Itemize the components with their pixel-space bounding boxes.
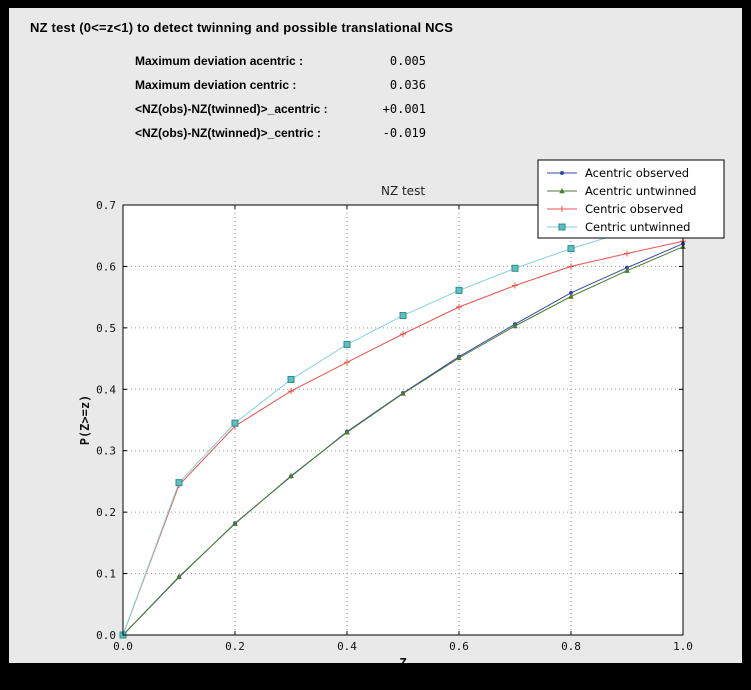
y-axis-label: P(Z>=z): [78, 395, 92, 446]
legend-item: Acentric untwinned: [547, 184, 696, 198]
page-title: NZ test (0<=z<1) to detect twinning and …: [30, 20, 454, 35]
nz-test-chart: 0.0 0.2 0.4 0.6 0.8 1.0 0.0 0.1 0.2 0.3 0.4 0.5 0.6 0…: [78, 159, 725, 663]
legend-item: Acentric observed: [547, 166, 689, 180]
stat-value-nz-diff-centric: -0.019: [382, 126, 426, 140]
legend-item: Centric untwinned: [547, 220, 690, 234]
legend-label: Centric observed: [585, 202, 683, 216]
x-tick-label: 0.4: [337, 640, 357, 653]
stat-label-nz-diff-centric: <NZ(obs)-NZ(twinned)>_centric :: [135, 126, 322, 140]
x-tick-label: 0.0: [113, 640, 133, 653]
plot-background: [123, 205, 683, 635]
y-tick-label: 0.2: [96, 506, 116, 519]
x-tick-label: 0.6: [449, 640, 469, 653]
legend-label: Centric untwinned: [585, 220, 690, 234]
x-axis-label: Z: [399, 656, 406, 663]
series-centric-untwinned: [119, 211, 687, 639]
x-tick-label: 1.0: [673, 640, 693, 653]
chart-title: NZ test: [381, 184, 425, 198]
plot-frame: [122, 204, 684, 636]
legend-label: Acentric untwinned: [585, 184, 696, 198]
y-tick-label: 0.1: [96, 568, 116, 581]
stat-label-max-dev-centric: Maximum deviation centric :: [135, 78, 297, 92]
x-tick-label: 0.8: [561, 640, 581, 653]
y-tick-label: 0.7: [96, 199, 116, 212]
legend-item: Centric observed: [547, 202, 683, 216]
y-tick-label: 0.3: [96, 445, 116, 458]
y-tick-label: 0.0: [96, 629, 116, 642]
legend-label: Acentric observed: [585, 166, 689, 180]
stat-label-max-dev-acentric: Maximum deviation acentric :: [135, 54, 304, 68]
y-tick-label: 0.4: [96, 383, 116, 396]
legend: Acentric observed Acentric untwinned Centr…: [537, 159, 725, 239]
stat-value-max-dev-centric: 0.036: [389, 78, 426, 92]
stat-label-nz-diff-acentric: <NZ(obs)-NZ(twinned)>_acentric :: [135, 102, 328, 116]
y-tick-label: 0.5: [96, 322, 116, 335]
stats-block: Maximum deviation acentric : 0.005 Maxim…: [135, 54, 426, 140]
stat-value-nz-diff-acentric: +0.001: [382, 102, 426, 116]
plot-window-panel: NZ test (0<=z<1) to detect twinning and …: [9, 8, 742, 663]
stat-value-max-dev-acentric: 0.005: [389, 54, 426, 68]
y-tick-label: 0.6: [96, 260, 116, 273]
x-tick-label: 0.2: [225, 640, 245, 653]
